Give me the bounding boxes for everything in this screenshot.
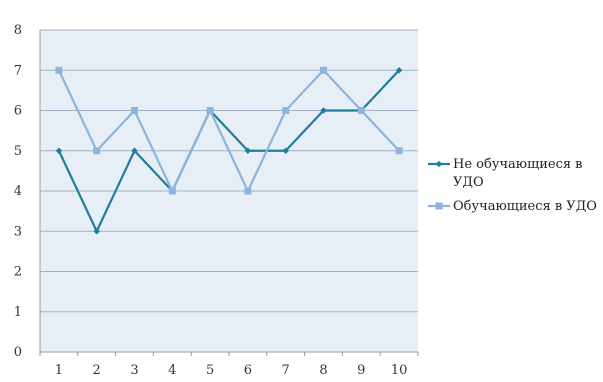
data-point [55, 66, 63, 74]
data-point [357, 107, 365, 114]
data-point [320, 107, 327, 114]
x-tick-label: 1 [55, 363, 63, 378]
y-tick-label: 7 [14, 63, 22, 78]
data-point [93, 147, 101, 155]
data-point [93, 228, 100, 235]
x-tick-label: 5 [206, 363, 214, 378]
data-point [131, 147, 138, 154]
data-point [206, 107, 214, 114]
y-tick-label: 1 [14, 305, 22, 320]
x-tick-label: 9 [357, 363, 365, 378]
data-point [282, 107, 290, 114]
legend-marker [435, 160, 443, 168]
x-tick-label: 4 [168, 363, 176, 378]
legend-label: Обучающиеся в УДО [453, 199, 597, 214]
data-point [395, 67, 403, 74]
x-tick-label: 6 [244, 363, 252, 378]
x-tick-label: 8 [319, 363, 327, 378]
x-tick-label: 10 [391, 363, 408, 378]
gridlines [40, 29, 418, 313]
legend-item-1: Не обучающиеся в УДО [428, 157, 583, 190]
data-point [282, 147, 289, 154]
x-tick-label: 3 [130, 363, 138, 378]
data-point [395, 147, 403, 155]
data-point [55, 147, 63, 154]
y-tick-label: 0 [14, 345, 22, 360]
legend-item-2: Обучающиеся в УДО [428, 199, 597, 214]
legend-label: Не обучающиеся в УДО [453, 157, 583, 190]
series-group [55, 66, 403, 235]
x-tick-labels: 1 2 3 4 5 6 7 8 9 10 [55, 363, 408, 378]
x-tick-label: 7 [282, 363, 290, 378]
series-line [57, 69, 400, 193]
series-line [57, 69, 400, 233]
data-point [320, 66, 327, 74]
data-point [244, 187, 252, 195]
y-tick-label: 5 [14, 144, 22, 159]
axes [39, 30, 419, 356]
y-tick-label: 3 [14, 224, 22, 239]
y-tick-labels: 0 1 2 3 4 5 6 7 8 [14, 23, 22, 360]
y-tick-label: 4 [14, 184, 22, 199]
data-point [131, 107, 138, 114]
legend: Не обучающиеся в УДО Обучающиеся в УДО [428, 157, 597, 214]
data-point [168, 187, 176, 195]
series-2 [55, 66, 403, 195]
data-point [244, 147, 252, 154]
x-tick-label: 2 [93, 363, 101, 378]
y-tick-label: 8 [14, 23, 22, 38]
y-tick-label: 2 [14, 265, 22, 280]
legend-marker [435, 202, 443, 210]
y-tick-label: 6 [14, 104, 22, 119]
